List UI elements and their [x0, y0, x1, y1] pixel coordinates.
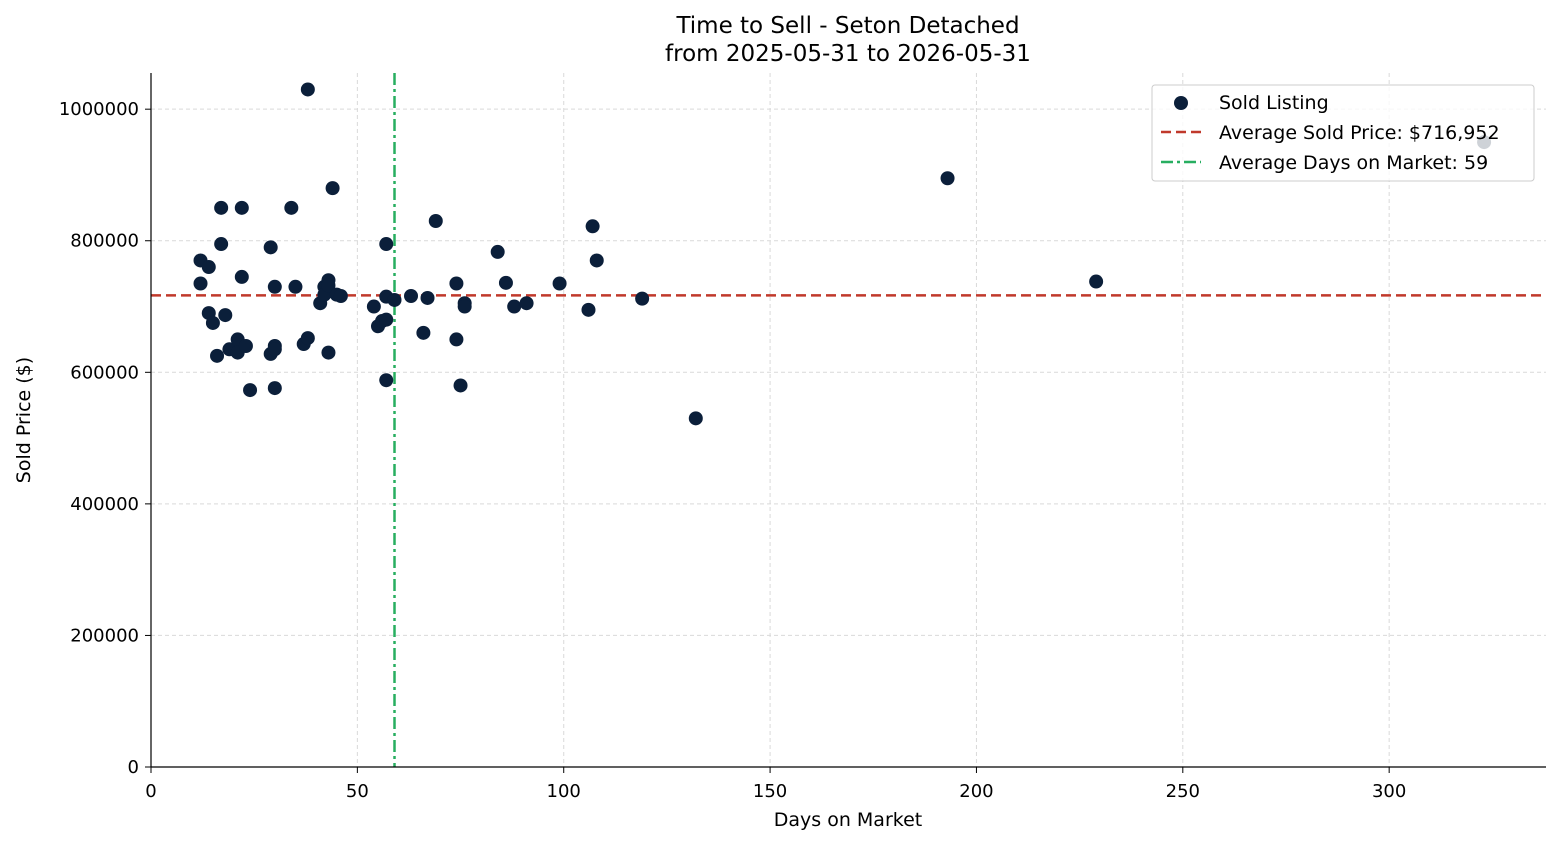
sold-listing-point	[234, 269, 249, 284]
legend: Sold Listing Average Sold Price: $716,95…	[1151, 84, 1535, 182]
y-tick-label: 400000	[70, 494, 139, 515]
sold-listing-point	[300, 82, 315, 97]
y-axis-ticks: 0 200000 400000 600000 800000 1000000	[59, 99, 151, 778]
x-tick-label: 100	[547, 781, 581, 802]
x-axis-ticks: 0 50 100 150 200 250 300	[145, 767, 1406, 802]
sold-listing-point	[420, 290, 435, 305]
x-tick-label: 200	[959, 781, 993, 802]
y-tick-label: 800000	[70, 231, 139, 252]
sold-listing-point	[379, 237, 394, 252]
sold-listing-point	[635, 291, 650, 306]
x-tick-label: 50	[346, 781, 369, 802]
sold-listing-point	[193, 276, 208, 291]
y-tick-label: 0	[128, 757, 139, 778]
legend-label-avg-price: Average Sold Price: $716,952	[1219, 122, 1500, 144]
sold-listing-point	[300, 331, 315, 346]
sold-listing-point	[263, 240, 278, 255]
sold-listing-point	[267, 279, 282, 294]
sold-listing-point	[238, 338, 253, 353]
y-tick-label: 200000	[70, 625, 139, 646]
sold-listing-point	[1089, 274, 1104, 289]
sold-listing-point	[449, 276, 464, 291]
sold-listing-point	[333, 289, 348, 304]
sold-listing-point	[321, 278, 336, 293]
sold-listing-point	[585, 219, 600, 234]
chart-subtitle: from 2025-05-31 to 2026-05-31	[665, 41, 1031, 67]
x-tick-label: 150	[753, 781, 787, 802]
y-tick-label: 1000000	[59, 99, 139, 120]
legend-label-sold: Sold Listing	[1219, 92, 1329, 114]
sold-listing-point	[205, 315, 220, 330]
sold-listing-point	[284, 200, 299, 215]
data-points	[193, 82, 1492, 426]
sold-listing-point	[366, 299, 381, 314]
x-axis-label: Days on Market	[774, 809, 922, 831]
sold-listing-point	[267, 342, 282, 357]
sold-listing-point	[581, 302, 596, 317]
sold-listing-point	[210, 348, 225, 363]
sold-listing-point	[428, 214, 443, 229]
y-tick-label: 600000	[70, 362, 139, 383]
sold-listing-point	[453, 378, 468, 393]
chart-title: Time to Sell - Seton Detached	[675, 13, 1019, 39]
sold-listing-point	[325, 181, 340, 196]
sold-listing-point	[507, 299, 522, 314]
legend-box	[1151, 84, 1535, 182]
sold-listing-point	[688, 411, 703, 426]
sold-listing-point	[379, 312, 394, 327]
sold-listing-point	[214, 237, 229, 252]
x-tick-label: 250	[1166, 781, 1200, 802]
sold-listing-point	[243, 383, 258, 398]
sold-listing-point	[498, 275, 513, 290]
sold-listing-point	[552, 276, 567, 291]
x-tick-label: 300	[1372, 781, 1406, 802]
sold-listing-point	[457, 299, 472, 314]
sold-listing-point	[321, 345, 336, 360]
sold-listing-point	[379, 373, 394, 388]
sold-listing-point	[404, 289, 419, 304]
sold-listing-point	[267, 381, 282, 396]
sold-listing-point	[201, 260, 216, 275]
legend-label-avg-days: Average Days on Market: 59	[1219, 152, 1488, 174]
sold-listing-point	[288, 279, 303, 294]
sold-listing-point	[214, 200, 229, 215]
sold-listing-point	[387, 292, 402, 307]
sold-listing-point	[519, 296, 534, 311]
y-axis-label: Sold Price ($)	[13, 357, 35, 483]
legend-marker-sold	[1174, 96, 1188, 110]
sold-listing-point	[940, 171, 955, 186]
sold-listing-point	[218, 308, 233, 323]
sold-listing-point	[234, 200, 249, 215]
sold-listing-point	[490, 244, 505, 259]
sold-listing-point	[589, 253, 604, 268]
x-tick-label: 0	[145, 781, 156, 802]
sold-listing-point	[449, 332, 464, 347]
sold-listing-point	[416, 325, 431, 340]
